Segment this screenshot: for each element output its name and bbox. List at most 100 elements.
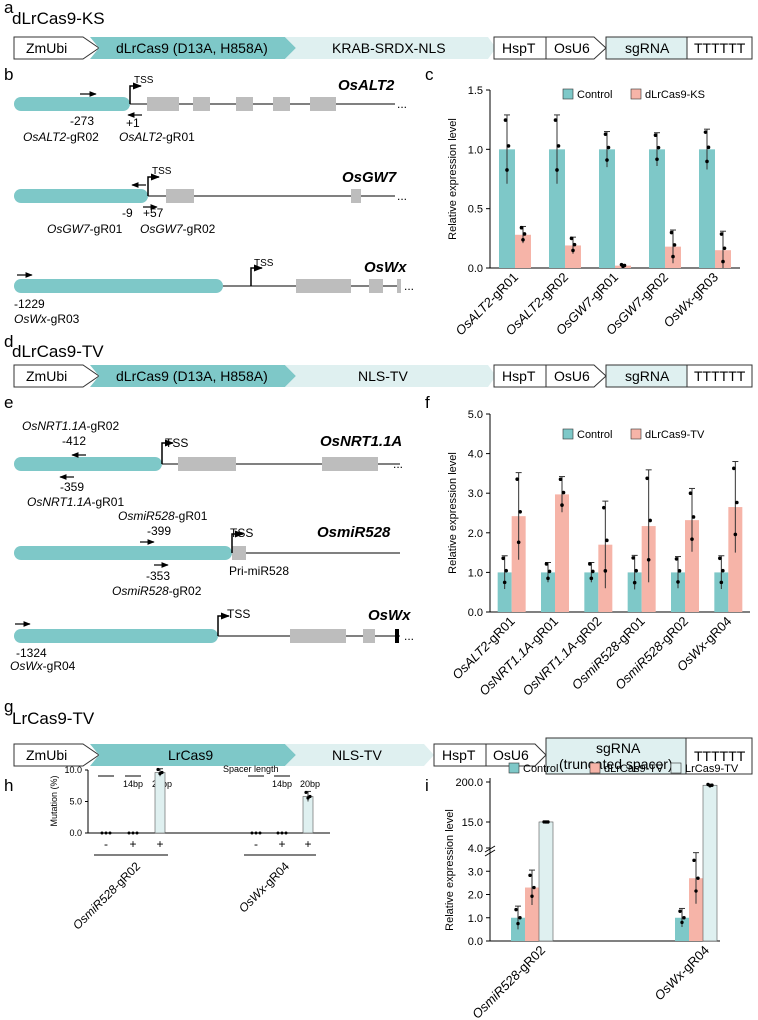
pos-osgw7-1: -9 (122, 206, 133, 220)
y-tick-label: 2.0 (468, 528, 483, 540)
y-tick-label: 1.0 (468, 913, 483, 925)
legend-swatch (562, 428, 574, 440)
data-point (558, 477, 563, 482)
grna-osnrt-gR01-suffix: -gR01 (91, 495, 124, 509)
pos-osalt2-2: +1 (126, 116, 140, 130)
pos-osalt2-1: -273 (70, 114, 94, 128)
data-point (677, 569, 682, 573)
pos-oswx-e: -1324 (16, 646, 47, 660)
data-point (719, 232, 724, 236)
data-point (108, 831, 112, 835)
data-point (571, 248, 575, 253)
y-tick-label: 5.0 (69, 797, 82, 807)
construct-a: ZmUbi dLrCas9 (D13A, H858A) KRAB-SRDX-NL… (13, 36, 753, 60)
data-point (304, 790, 308, 795)
data-point (655, 157, 659, 162)
svg-text:OsmiR528-gR02: OsmiR528-gR02 (112, 584, 202, 598)
data-point (589, 576, 594, 581)
data-point (703, 130, 708, 134)
construct-title-g: LrCas9-TV (12, 709, 95, 728)
label-dlrcas9-a: dLrCas9 (D13A, H858A) (116, 40, 268, 56)
axis-break (484, 849, 496, 857)
grna-osmir-gR01-gene: OsmiR528 (118, 509, 175, 523)
data-point (656, 145, 661, 150)
legend-swatch (630, 88, 642, 100)
grna-osnrt-gR01-gene: OsNRT1.1A (27, 495, 91, 509)
gene-name-osnrt: OsNRT1.1A (320, 433, 402, 450)
tss-label-b1: TSS (134, 75, 154, 86)
bar (702, 784, 718, 942)
data-point (631, 556, 635, 560)
data-point (254, 831, 258, 835)
data-point (603, 569, 608, 573)
bar (649, 149, 665, 268)
panel-label-c: c (425, 65, 434, 84)
data-point (733, 532, 738, 537)
gene-name-oswx-b: OsWx (364, 259, 407, 276)
y-tick-label: 1.0 (468, 144, 483, 156)
gene-map-osnrt: ... TSS OsNRT1.1A-gR02 -412 -359 OsNRT1.… (14, 419, 403, 509)
y-axis-label: Relative expression level (447, 452, 459, 574)
promoter-osu6-g (485, 743, 547, 767)
category-label: OsNRT1.1A-gR02 (519, 614, 604, 699)
data-point (555, 168, 559, 172)
legend-label: Control (577, 429, 612, 441)
polyT-g (685, 737, 753, 775)
data-point (732, 466, 736, 471)
y-tick-label: 5.0 (468, 409, 483, 421)
y-tick-label: 0.0 (468, 936, 483, 948)
tss-label-e1: TSS (165, 436, 188, 450)
data-point (519, 225, 524, 230)
data-point (676, 580, 680, 584)
legend-label: dLrCas9-TV (604, 763, 664, 775)
promoter-zmubi-d (13, 364, 100, 388)
grna-osgw7-gR02-gene: OsGW7 (140, 222, 184, 236)
data-point (258, 831, 262, 835)
bar (549, 149, 565, 268)
legend-label: dLrCas9-KS (645, 89, 705, 101)
label-krab-a: KRAB-SRDX-NLS (332, 40, 446, 56)
pos-osnrt-1: -412 (62, 434, 86, 448)
data-point (674, 557, 679, 561)
bar (302, 796, 314, 834)
panel-label-g: g (4, 697, 13, 716)
data-point (501, 556, 505, 561)
svg-text:OsWx-gR04: OsWx-gR04 (10, 659, 76, 673)
data-point (532, 885, 536, 890)
data-point (503, 118, 508, 122)
legend-swatch (589, 762, 601, 774)
grna-oswx-gR04-suffix: -gR04 (43, 659, 76, 673)
data-point (646, 558, 651, 562)
data-point (284, 831, 288, 835)
sign-label: + (129, 837, 136, 851)
grna-osalt2-gR01-gene: OsALT2 (119, 130, 162, 144)
grna-osalt2-gR01-suffix: -gR01 (162, 130, 195, 144)
data-point (706, 145, 711, 150)
data-point (690, 537, 694, 541)
data-point (546, 576, 550, 581)
data-point (505, 168, 509, 172)
y-tick-label: 0.5 (468, 204, 483, 216)
data-point (156, 767, 160, 772)
data-point (603, 132, 608, 137)
header-spacer-length: Spacer length (223, 764, 279, 774)
gene-name-osalt2: OsALT2 (338, 77, 395, 94)
y-tick-label: 4.0 (468, 449, 483, 461)
cds-dlrcas9-d (90, 365, 296, 387)
y-tick-label: 1.5 (468, 85, 483, 97)
legend-swatch (562, 88, 574, 100)
promoter-zmubi-g (13, 743, 100, 767)
label-zmubi-d: ZmUbi (26, 368, 67, 384)
group-label: OsmiR528-gR02 (70, 859, 143, 932)
bar (671, 572, 685, 612)
data-point (516, 540, 521, 545)
data-point (276, 831, 280, 835)
y-tick-label: 2.0 (468, 890, 483, 902)
label-sgrna-d: sgRNA (625, 368, 670, 384)
data-point (653, 133, 658, 138)
data-point (504, 568, 508, 573)
label-hspt-a: HspT (502, 40, 536, 56)
data-point (694, 889, 698, 893)
data-point (569, 236, 574, 241)
label-osu6-g: OsU6 (493, 747, 529, 763)
